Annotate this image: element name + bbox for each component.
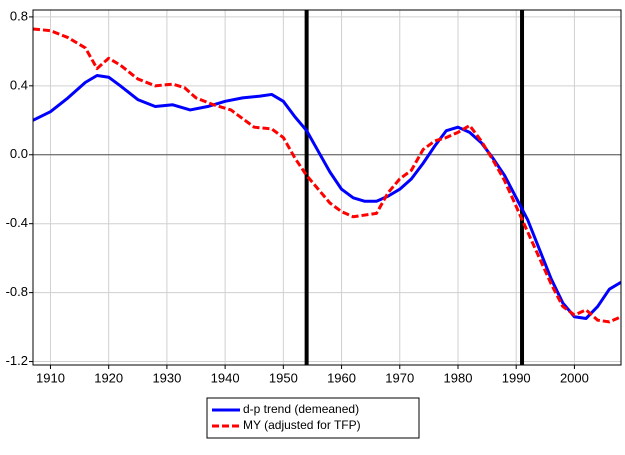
legend-label: d-p trend (demeaned)	[243, 402, 359, 416]
y-tick-label: 0.4	[10, 77, 28, 92]
axis-labels: -1.2 -0.8 -0.4 0.0 0.4 0.8 1910 1920 1930 1940 195…	[6, 8, 589, 385]
x-tick-label: 1990	[502, 370, 531, 385]
grid	[33, 10, 621, 365]
x-tick-label: 1920	[94, 370, 123, 385]
y-tick-label: -0.4	[6, 215, 28, 230]
series-line	[33, 73, 621, 320]
x-tick-label: 1960	[327, 370, 356, 385]
series-line	[33, 27, 621, 324]
legend-label: MY (adjusted for TFP)	[243, 418, 361, 432]
plot-lines	[33, 10, 621, 365]
x-tick-label: 1970	[385, 370, 414, 385]
y-tick-label: -1.2	[6, 353, 28, 368]
x-tick-label: 1950	[269, 370, 298, 385]
plot-frame	[32, 9, 622, 366]
y-tick-label: 0.8	[10, 8, 28, 23]
x-tick-label: 1910	[36, 370, 65, 385]
legend: d-p trend (demeaned) MY (adjusted for TFP…	[212, 402, 361, 432]
x-tick-label: 1980	[444, 370, 473, 385]
legend-box	[206, 397, 420, 439]
x-tick-label: 2000	[560, 370, 589, 385]
x-tick-label: 1940	[211, 370, 240, 385]
y-tick-label: 0.0	[10, 146, 28, 161]
y-tick-label: -0.8	[6, 284, 28, 299]
x-tick-label: 1930	[152, 370, 181, 385]
